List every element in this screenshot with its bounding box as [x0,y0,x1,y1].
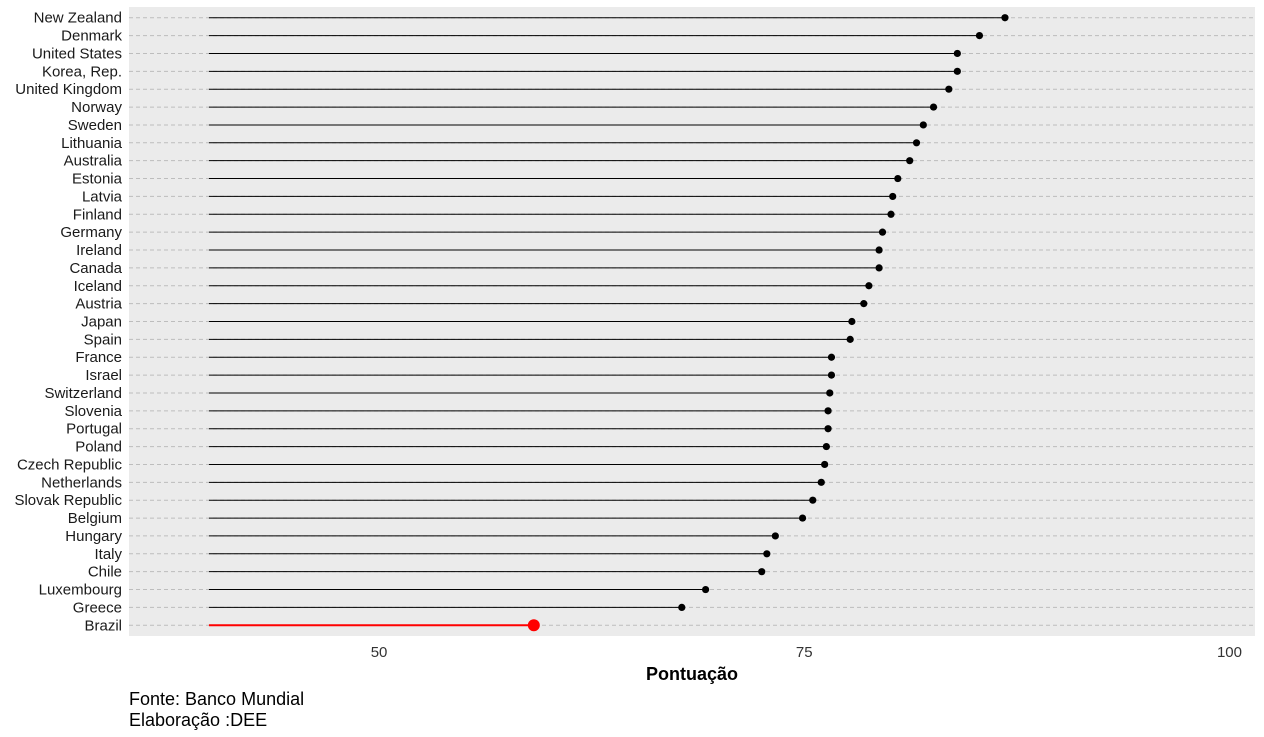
y-tick-label: Canada [69,260,122,277]
lollipop-point [827,353,836,361]
lollipop-point [919,121,927,129]
y-tick-label: Belgium [68,510,122,527]
y-tick-label: Poland [75,439,122,456]
lollipop-point [865,282,873,290]
x-axis-label: Pontuação [646,664,738,684]
lollipop-point [875,246,883,254]
lollipop-point [827,371,836,379]
author-caption: Elaboração :DEE [129,710,268,730]
lollipop-point [798,514,807,522]
x-tick-labels: 50 75 100 [371,644,1242,661]
y-tick-label: Sweden [68,117,122,134]
y-tick-label: Netherlands [41,474,122,491]
y-tick-label: Slovenia [64,403,122,420]
lollipop-point [889,192,897,201]
y-tick-label: Estonia [72,171,123,188]
y-tick-label: Lithuania [61,135,123,152]
lollipop-point [887,210,895,218]
lollipop-point [809,496,817,504]
lollipop-point [848,317,856,326]
lollipop-point [894,174,902,183]
lollipop-point [846,335,854,343]
lollipop-point [678,603,686,612]
y-tick-label: Latvia [82,188,123,205]
y-tick-label: Denmark [61,28,122,45]
lollipop-point [817,478,825,486]
y-tick-label: Hungary [65,528,122,545]
lollipop-point [953,67,961,75]
data-marks [208,14,1009,632]
y-tick-label: Czech Republic [17,456,123,473]
y-tick-label: New Zealand [34,10,122,27]
y-tick-label: Spain [84,331,122,348]
lollipop-point [821,460,829,469]
y-tick-label: Austria [75,296,122,313]
lollipop-point [878,228,887,236]
y-tick-label: Korea, Rep. [42,63,122,80]
y-tick-label: Norway [71,99,122,116]
lollipop-point [975,31,984,40]
source-caption: Fonte: Banco Mundial [129,689,305,709]
y-tick-label: Switzerland [44,385,122,402]
x-tick-label: 75 [796,644,813,661]
y-tick-label: Finland [73,206,122,223]
x-tick-label: 100 [1217,644,1242,661]
y-tick-label: Greece [73,599,122,616]
y-tick-label: Chile [88,564,122,581]
y-tick-label: Brazil [84,617,122,634]
y-tick-label: France [75,349,122,366]
y-tick-label: Germany [60,224,122,241]
y-tick-label: Japan [81,314,122,331]
lollipop-point [945,85,953,93]
lollipop-point [826,389,834,397]
y-tick-label: Ireland [76,242,122,259]
lollipop-point [875,264,883,272]
y-tick-label: Luxembourg [39,582,122,599]
lollipop-point [906,157,914,165]
lollipop-point [822,442,830,451]
lollipop-point [702,585,710,594]
lollipop-point [763,550,771,558]
lollipop-point [860,300,868,308]
y-tick-label: Australia [64,153,123,170]
lollipop-point [824,407,832,415]
x-tick-label: 50 [371,644,388,661]
y-tick-label: United Kingdom [15,81,122,98]
y-tick-label: United States [32,45,122,62]
lollipop-point [527,619,540,632]
lollipop-point [758,568,766,576]
lollipop-point [953,49,961,58]
lollipop-point [912,139,921,147]
lollipop-point [929,103,938,111]
lollipop-point [824,425,832,433]
lollipop-point [1001,14,1009,22]
y-tick-label: Portugal [66,421,122,438]
lollipop-point [771,532,779,540]
y-tick-label: Israel [85,367,122,384]
y-tick-label: Italy [94,546,122,563]
y-tick-label: Iceland [74,278,122,295]
y-tick-label: Slovak Republic [14,492,122,509]
